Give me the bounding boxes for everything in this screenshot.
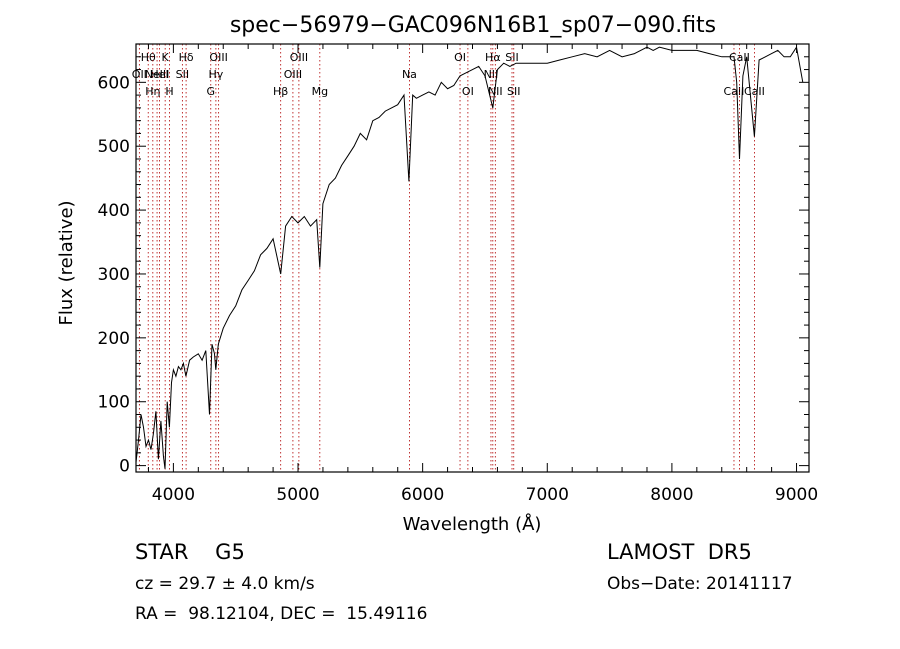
- spectral-line-label: OI: [462, 85, 474, 98]
- axis-ticks: 4000 5000 6000 7000 8000 9000 0 100 200 300 400 500…: [98, 44, 818, 505]
- spectral-line-label: OI: [454, 51, 466, 64]
- x-tick-label: 5000: [276, 485, 319, 505]
- y-tick-label: 100: [98, 393, 130, 413]
- survey-release: LAMOST DR5: [607, 540, 752, 564]
- spectral-line-label: SII: [505, 51, 518, 64]
- spectral-line-label: NeIII: [145, 68, 170, 81]
- object-class: STAR G5: [135, 540, 245, 564]
- spectral-line-label: OIII: [290, 51, 308, 64]
- spectral-line-label: G: [207, 85, 216, 98]
- spectral-line-label: Hδ: [179, 51, 194, 64]
- spectral-line-label: Hθ: [141, 51, 156, 64]
- y-axis-label: Flux (relative): [56, 200, 77, 325]
- spectral-line-label: Na: [402, 68, 417, 81]
- spectral-line-label: OIII: [284, 68, 302, 81]
- spectral-line-label: Hη: [145, 85, 160, 98]
- spectral-line-label: SII: [176, 68, 189, 81]
- spectral-line-annotations: OIIHθHηNeIIIHeIKHSIIHδGHγOIIIHβOIIIOIIIM…: [132, 44, 765, 472]
- spectral-line-label: NII: [484, 68, 499, 81]
- spectral-line-label: Hα: [485, 51, 501, 64]
- spectral-line-label: CaII: [724, 85, 745, 98]
- spectral-line-label: K: [162, 51, 170, 64]
- x-tick-label: 4000: [152, 485, 195, 505]
- observation-date: Obs−Date: 20141117: [607, 574, 793, 594]
- x-tick-label: 8000: [650, 485, 693, 505]
- spectral-line-label: Mg: [312, 85, 328, 98]
- chart-title: spec−56979−GAC096N16B1_sp07−090.fits: [230, 13, 716, 38]
- x-tick-label: 6000: [401, 485, 444, 505]
- coordinates: RA = 98.12104, DEC = 15.49116: [135, 604, 428, 624]
- x-tick-label: 7000: [526, 485, 569, 505]
- x-tick-label: 9000: [775, 485, 818, 505]
- spectral-line-label: Hβ: [273, 85, 288, 98]
- y-tick-label: 300: [98, 265, 130, 285]
- spectral-line-label: HeI: [150, 68, 168, 81]
- y-tick-label: 0: [119, 457, 130, 477]
- spectral-line-label: SII: [507, 85, 520, 98]
- redshift-velocity: cz = 29.7 ± 4.0 km/s: [135, 574, 315, 594]
- y-tick-label: 200: [98, 329, 130, 349]
- spectral-line-label: OIII: [209, 51, 227, 64]
- x-axis-label: Wavelength (Å): [403, 513, 542, 535]
- y-tick-label: 600: [98, 73, 130, 93]
- spectral-line-label: Hγ: [208, 68, 223, 81]
- spectral-line-label: H: [165, 85, 173, 98]
- y-tick-label: 400: [98, 201, 130, 221]
- spectrum-line: [135, 45, 804, 469]
- y-tick-label: 500: [98, 137, 130, 157]
- spectral-line-label: CaII: [744, 85, 765, 98]
- spectral-line-label: NII: [488, 85, 503, 98]
- plot-frame: [135, 43, 810, 473]
